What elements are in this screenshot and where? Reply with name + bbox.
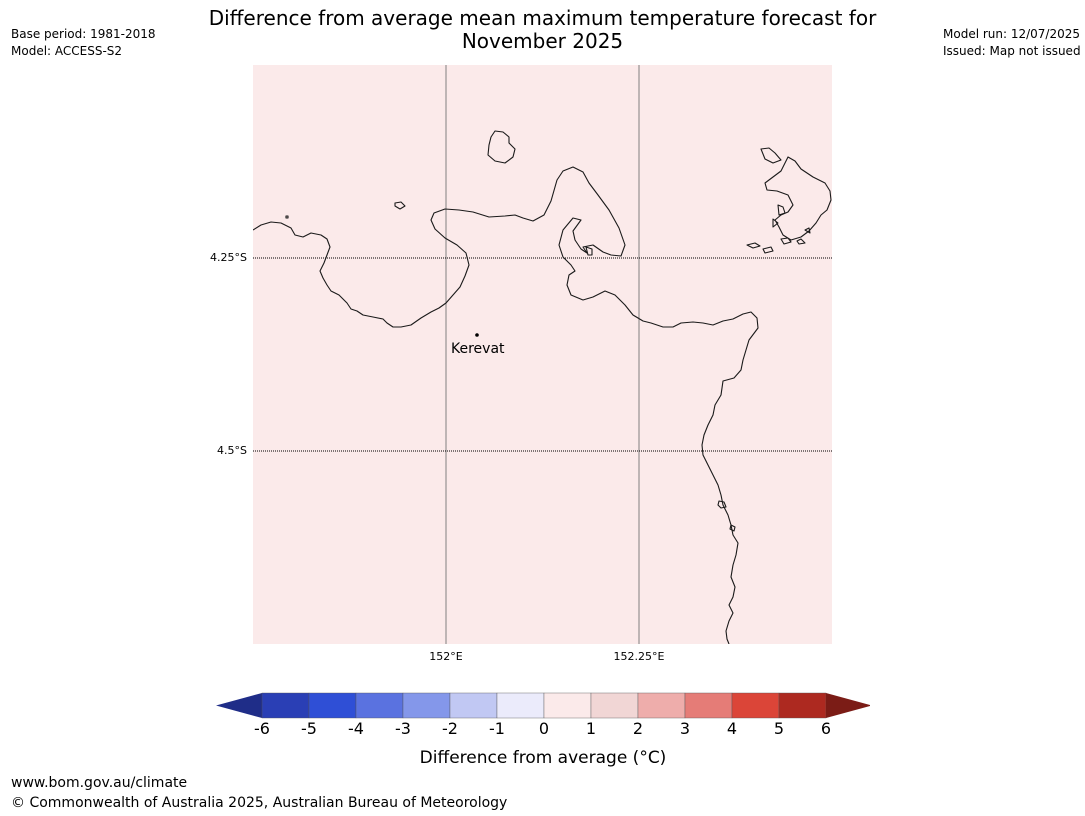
colorbar-segment — [590, 692, 639, 719]
colorbar-label-unit: °C) — [639, 748, 667, 768]
meta-left: Base period: 1981-2018 Model: ACCESS-S2 — [11, 26, 156, 60]
islet-east-2 — [729, 524, 736, 532]
place-label-kerevat: Kerevat — [451, 341, 505, 357]
colorbar-segment — [543, 692, 592, 719]
map-panel[interactable] — [253, 65, 832, 644]
colorbar — [216, 692, 870, 719]
colorbar-tick-label: 2 — [632, 719, 644, 738]
model-run-text: Model run: 12/07/2025 — [943, 27, 1081, 41]
colorbar-segment — [355, 692, 404, 719]
meta-right: Model run: 12/07/2025 Issued: Map not is… — [943, 26, 1081, 60]
islet-east-1 — [717, 500, 727, 509]
colorbar-segment — [778, 692, 827, 719]
island-north — [487, 130, 516, 164]
model-text: Model: ACCESS-S2 — [11, 44, 123, 58]
map-canvas — [253, 65, 832, 644]
coastline-main — [253, 166, 759, 644]
colorbar-tick-label: 1 — [585, 719, 597, 738]
colorbar-segment — [449, 692, 498, 719]
colorbar-segment — [261, 692, 310, 719]
colorbar-tick-label: -5 — [301, 719, 317, 738]
colorbar-tick-label: 5 — [773, 719, 785, 738]
map-title: Difference from average mean maximum tem… — [180, 7, 905, 53]
colorbar-tick-label: -3 — [395, 719, 411, 738]
lat-tick-4-25s: 4.25°S — [210, 251, 247, 264]
title-line-1: Difference from average mean maximum tem… — [208, 6, 877, 30]
footer-copyright: © Commonwealth of Australia 2025, Austra… — [11, 795, 508, 811]
colorbar-tick-label: -2 — [442, 719, 458, 738]
colorbar-segment — [402, 692, 451, 719]
footer-url[interactable]: www.bom.gov.au/climate — [11, 775, 188, 791]
colorbar-extend-high — [826, 693, 870, 718]
lat-tick-4-5s: 4.5°S — [217, 444, 247, 457]
colorbar-segment — [731, 692, 780, 719]
colorbar-segment — [496, 692, 545, 719]
base-period-text: Base period: 1981-2018 — [11, 27, 156, 41]
title-line-2: November 2025 — [461, 29, 624, 53]
islet-west — [394, 201, 406, 210]
colorbar-tick-label: -1 — [489, 719, 505, 738]
colorbar-tick-label: 0 — [538, 719, 550, 738]
colorbar-tick-label: 6 — [820, 719, 832, 738]
colorbar-tick-label: -6 — [254, 719, 270, 738]
lon-tick-152e: 152°E — [429, 650, 463, 663]
colorbar-label-text: Difference from average ( — [419, 748, 640, 768]
kerevat-dot[interactable] — [475, 333, 479, 337]
lon-tick-152-25e: 152.25°E — [613, 650, 665, 663]
colorbar-extend-low — [216, 693, 262, 718]
colorbar-segment — [684, 692, 733, 719]
colorbar-segment — [637, 692, 686, 719]
colorbar-tick-label: 4 — [726, 719, 738, 738]
issued-text: Issued: Map not issued — [943, 44, 1081, 58]
colorbar-label: Difference from average (°C) — [283, 748, 803, 768]
islet-tiny — [285, 215, 289, 219]
colorbar-segment — [308, 692, 357, 719]
colorbar-tick-label: -4 — [348, 719, 364, 738]
islands-ne — [746, 147, 832, 254]
colorbar-tick-label: 3 — [679, 719, 691, 738]
islet-inner — [585, 246, 593, 256]
